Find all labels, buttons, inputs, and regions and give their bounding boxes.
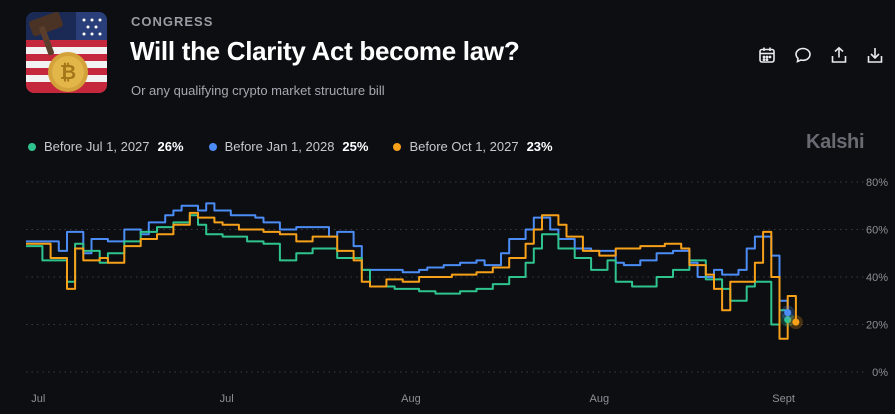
kalshi-logo: Kalshi (806, 131, 865, 153)
series-line-2 (26, 211, 797, 340)
legend-label: Before Jan 1, 2028 (224, 139, 335, 154)
market-subtitle: Or any qualifying crypto market structur… (131, 83, 385, 98)
legend-dot-green (28, 142, 36, 151)
svg-text:₿: ₿ (60, 62, 76, 84)
calendar-icon (759, 47, 775, 63)
price-history-chart[interactable]: 80% 60% 40% 20% 0% Jul Jul Aug Aug Sept (0, 165, 895, 414)
legend-dot-orange (393, 142, 402, 151)
calendar-button[interactable] (757, 45, 777, 65)
action-bar (757, 45, 885, 65)
market-title: Will the Clarity Act become law? (130, 36, 520, 66)
download-icon (867, 48, 883, 63)
y-tick-label: 80% (866, 177, 888, 189)
endpoint-marker (792, 318, 800, 326)
legend-label: Before Oct 1, 2027 (409, 139, 519, 154)
share-button[interactable] (829, 45, 849, 65)
y-tick-label: 40% (866, 272, 888, 284)
comment-icon (795, 47, 811, 63)
legend-label: Before Jul 1, 2027 (44, 139, 150, 154)
series-line-0 (26, 214, 789, 326)
comments-button[interactable] (793, 45, 813, 65)
x-tick-label: Jul (220, 393, 234, 405)
chart-legend: Before Jul 1, 2027 26% Before Jan 1, 202… (28, 139, 553, 154)
y-tick-label: 20% (866, 320, 888, 332)
legend-item-jul-2027[interactable]: Before Jul 1, 2027 26% (28, 139, 184, 154)
market-category: CONGRESS (131, 14, 214, 29)
download-button[interactable] (865, 45, 885, 65)
x-tick-label: Jul (31, 393, 45, 405)
market-thumbnail: ₿ (26, 12, 107, 93)
legend-value: 26% (157, 139, 184, 154)
legend-item-jan-2028[interactable]: Before Jan 1, 2028 25% (208, 139, 369, 154)
y-tick-label: 60% (866, 225, 888, 237)
series-line-1 (26, 202, 789, 313)
legend-value: 25% (342, 139, 369, 154)
legend-value: 23% (526, 139, 553, 154)
legend-dot-blue (208, 142, 217, 151)
x-tick-label: Aug (401, 393, 421, 405)
share-icon (831, 46, 847, 63)
x-tick-label: Aug (590, 393, 610, 405)
legend-item-oct-2027[interactable]: Before Oct 1, 2027 23% (393, 139, 553, 154)
x-tick-label: Sept (772, 393, 795, 405)
y-tick-label: 0% (872, 367, 888, 379)
endpoint-marker (784, 316, 792, 324)
endpoint-marker (784, 309, 792, 317)
